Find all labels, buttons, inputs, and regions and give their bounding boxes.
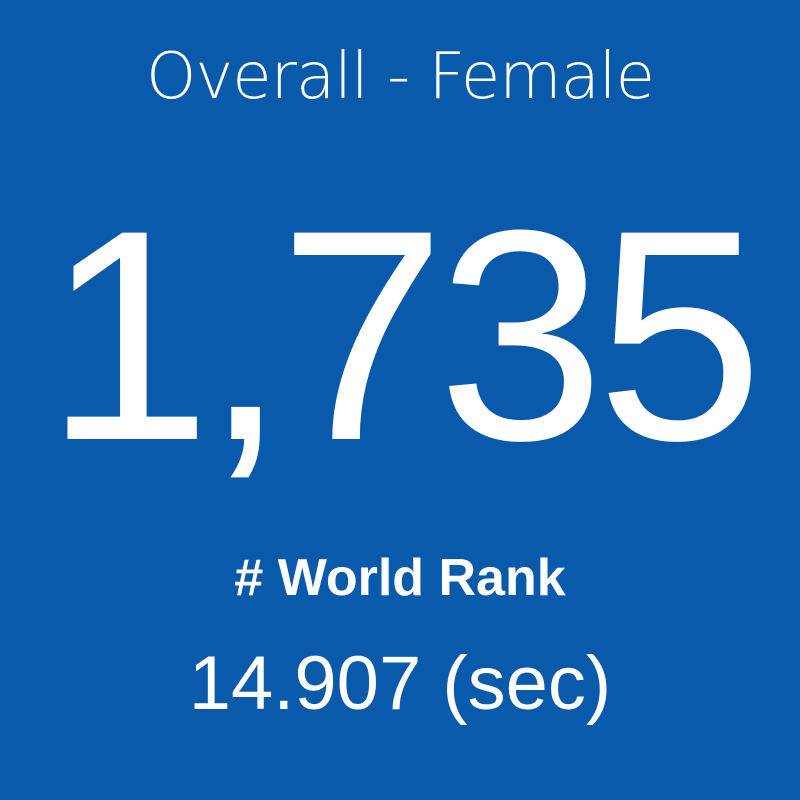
tile-title: Overall - Female: [146, 40, 655, 114]
time-value: 14.907 (sec): [188, 641, 612, 726]
rank-value: 1,735: [44, 167, 764, 503]
rank-label: # World Rank: [234, 549, 566, 607]
